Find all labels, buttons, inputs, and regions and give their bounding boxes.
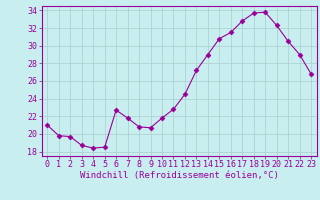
X-axis label: Windchill (Refroidissement éolien,°C): Windchill (Refroidissement éolien,°C) bbox=[80, 171, 279, 180]
